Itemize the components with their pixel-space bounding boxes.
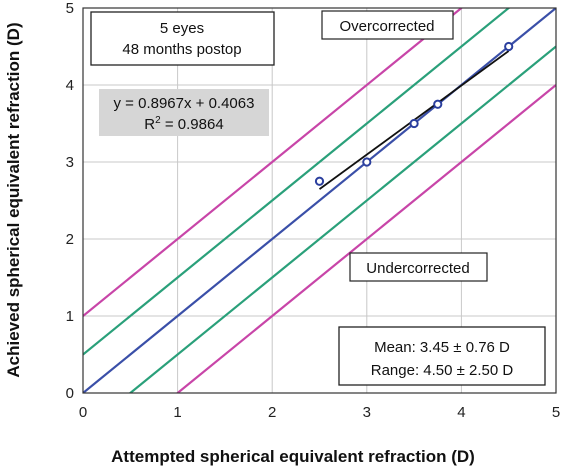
regression-equation: y = 0.8967x + 0.4063 (114, 95, 255, 112)
data-point (362, 157, 372, 167)
y-tick-label: 0 (66, 385, 74, 402)
data-point (433, 99, 443, 109)
reference-line (83, 8, 464, 317)
x-axis-title: Attempted spherical equivalent refractio… (111, 447, 475, 466)
y-tick-label: 5 (66, 0, 74, 17)
x-tick-label: 2 (268, 404, 276, 421)
x-tick-label: 3 (363, 404, 371, 421)
reference-line (128, 45, 556, 393)
y-tick-label: 1 (66, 308, 74, 325)
data-point (409, 118, 419, 129)
data-point (314, 176, 325, 186)
equation-box (99, 89, 269, 136)
y-axis-title: Achieved spherical equivalent refraction… (4, 22, 23, 377)
sample-count-label: 5 eyes (160, 20, 204, 37)
x-tick-labels: 0 1 2 3 4 5 (79, 404, 560, 421)
reference-line (83, 8, 511, 356)
overcorrected-label: Overcorrected (339, 18, 434, 35)
y-tick-label: 3 (66, 154, 74, 171)
y-tick-label: 2 (66, 231, 74, 248)
data-point (504, 41, 514, 52)
x-tick-label: 1 (173, 404, 181, 421)
mean-label: Mean: 3.45 ± 0.76 D (374, 339, 510, 356)
x-tick-label: 5 (552, 404, 560, 421)
undercorrected-label: Undercorrected (366, 260, 469, 277)
x-tick-label: 4 (457, 404, 465, 421)
plot-frame (82, 7, 557, 394)
stats-box (338, 326, 546, 386)
reference-line (83, 8, 556, 393)
y-tick-label: 4 (66, 77, 74, 94)
y-tick-labels: 0 1 2 3 4 5 (66, 0, 74, 402)
r-squared-label: R2 = 0.9864 (144, 115, 223, 133)
x-tick-label: 0 (79, 404, 87, 421)
overcorrected-box (321, 10, 454, 40)
reference-line (175, 84, 556, 393)
reference-lines (83, 8, 556, 393)
followup-label: 48 months postop (122, 41, 241, 58)
undercorrected-box (349, 252, 488, 282)
data-points (314, 41, 514, 186)
sample-info-box (90, 11, 275, 66)
range-label: Range: 4.50 ± 2.50 D (371, 362, 514, 379)
